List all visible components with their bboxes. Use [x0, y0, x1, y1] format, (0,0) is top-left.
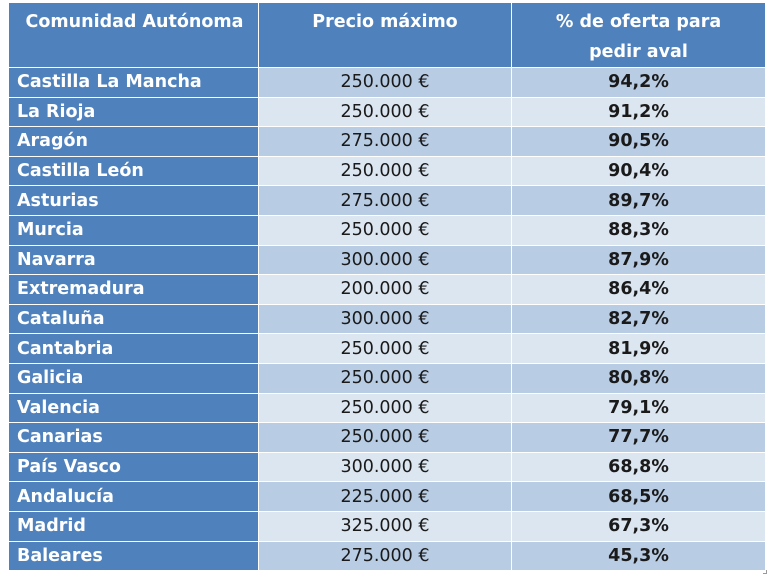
- price-cell: 250.000 €: [258, 96, 512, 128]
- price-cell: 300.000 €: [258, 244, 512, 276]
- pct-cell: 94,2%: [511, 67, 766, 98]
- table-row: Baleares 275.000 €45,3%: [8, 540, 766, 572]
- region-cell: Galicia: [8, 362, 259, 394]
- table-header: Comunidad Autónoma Precio máximo % de of…: [8, 2, 766, 68]
- region-cell: La Rioja: [8, 96, 259, 128]
- pct-cell: 87,9%: [511, 244, 766, 276]
- pct-cell: 67,3%: [511, 510, 766, 542]
- aval-table: Comunidad Autónoma Precio máximo % de of…: [8, 2, 766, 572]
- pct-cell: 77,7%: [511, 422, 766, 453]
- table-row: Castilla León 250.000 €90,4%: [8, 155, 766, 187]
- table-row: Aragón 275.000 €90,5%: [8, 126, 766, 157]
- table-row: Castilla La Mancha 250.000 €94,2%: [8, 67, 766, 98]
- pct-cell: 82,7%: [511, 303, 766, 335]
- pct-cell: 91,2%: [511, 96, 766, 128]
- region-cell: Andalucía: [8, 481, 259, 512]
- table-row: Andalucía 225.000 €68,5%: [8, 481, 766, 512]
- price-cell: 250.000 €: [258, 155, 512, 187]
- table-row: Asturias 275.000 €89,7%: [8, 185, 766, 216]
- region-cell: Castilla La Mancha: [8, 67, 259, 98]
- pct-cell: 81,9%: [511, 333, 766, 364]
- table-row: País Vasco 300.000 €68,8%: [8, 451, 766, 483]
- region-cell: Castilla León: [8, 155, 259, 187]
- region-cell: Navarra: [8, 244, 259, 276]
- header-price: Precio máximo: [258, 2, 512, 68]
- table-body: Castilla La Mancha 250.000 €94,2% La Rioja…: [8, 67, 766, 572]
- price-cell: 250.000 €: [258, 67, 512, 98]
- region-cell: País Vasco: [8, 451, 259, 483]
- table-row: Murcia 250.000 €88,3%: [8, 214, 766, 246]
- pct-cell: 45,3%: [511, 540, 766, 572]
- price-cell: 300.000 €: [258, 451, 512, 483]
- price-cell: 250.000 €: [258, 392, 512, 424]
- table-row: Galicia 250.000 €80,8%: [8, 362, 766, 394]
- region-cell: Murcia: [8, 214, 259, 246]
- table-row: Navarra 300.000 €87,9%: [8, 244, 766, 276]
- table-row: Extremadura 200.000 €86,4%: [8, 274, 766, 305]
- pct-cell: 80,8%: [511, 362, 766, 394]
- price-cell: 275.000 €: [258, 185, 512, 216]
- table-row: La Rioja 250.000 €91,2%: [8, 96, 766, 128]
- pct-cell: 90,5%: [511, 126, 766, 157]
- price-cell: 250.000 €: [258, 362, 512, 394]
- price-cell: 225.000 €: [258, 481, 512, 512]
- pct-cell: 88,3%: [511, 214, 766, 246]
- region-cell: Asturias: [8, 185, 259, 216]
- price-cell: 250.000 €: [258, 333, 512, 364]
- table-row: Cataluña 300.000 €82,7%: [8, 303, 766, 335]
- table-row: Valencia 250.000 €79,1%: [8, 392, 766, 424]
- table-row: Madrid 325.000 €67,3%: [8, 510, 766, 542]
- price-cell: 325.000 €: [258, 510, 512, 542]
- price-cell: 275.000 €: [258, 126, 512, 157]
- table-row: Cantabria 250.000 €81,9%: [8, 333, 766, 364]
- header-pct: % de oferta para pedir aval: [511, 2, 766, 68]
- region-cell: Extremadura: [8, 274, 259, 305]
- table-row: Canarias 250.000 €77,7%: [8, 422, 766, 453]
- pct-cell: 68,8%: [511, 451, 766, 483]
- region-cell: Cataluña: [8, 303, 259, 335]
- region-cell: Baleares: [8, 540, 259, 572]
- pct-cell: 89,7%: [511, 185, 766, 216]
- price-cell: 250.000 €: [258, 422, 512, 453]
- header-region: Comunidad Autónoma: [8, 2, 259, 68]
- pct-cell: 79,1%: [511, 392, 766, 424]
- pct-cell: 68,5%: [511, 481, 766, 512]
- price-cell: 200.000 €: [258, 274, 512, 305]
- price-cell: 300.000 €: [258, 303, 512, 335]
- header-row: Comunidad Autónoma Precio máximo % de of…: [8, 2, 766, 68]
- region-cell: Canarias: [8, 422, 259, 453]
- price-cell: 250.000 €: [258, 214, 512, 246]
- pct-cell: 90,4%: [511, 155, 766, 187]
- region-cell: Madrid: [8, 510, 259, 542]
- region-cell: Aragón: [8, 126, 259, 157]
- pct-cell: 86,4%: [511, 274, 766, 305]
- price-cell: 275.000 €: [258, 540, 512, 572]
- region-cell: Valencia: [8, 392, 259, 424]
- corner-mark: [763, 570, 767, 574]
- region-cell: Cantabria: [8, 333, 259, 364]
